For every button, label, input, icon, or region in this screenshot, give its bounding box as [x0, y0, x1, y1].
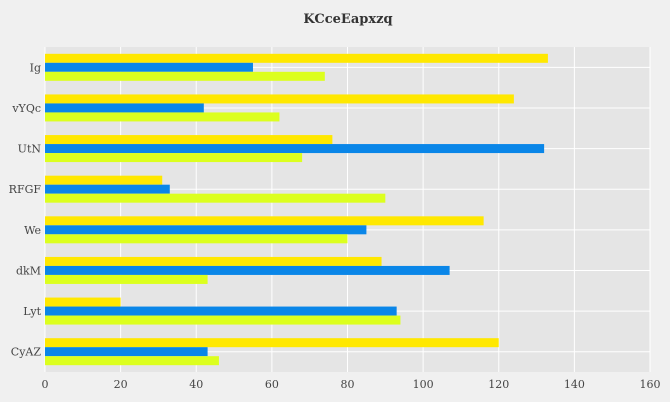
chart-title: KCceEapxzq [303, 12, 392, 27]
bar [45, 356, 219, 366]
x-tick-label: 100 [413, 378, 434, 391]
y-tick-label: CyAZ [11, 346, 42, 359]
bar [45, 103, 204, 113]
bar [45, 306, 397, 316]
bar [45, 184, 170, 194]
y-tick-label: UtN [18, 143, 42, 156]
y-tick-label: RFGF [9, 183, 42, 196]
y-tick-label: Lyt [23, 305, 41, 318]
bar [45, 234, 348, 244]
y-tick-label: dkM [16, 264, 41, 277]
x-tick-label: 120 [488, 378, 509, 391]
x-tick-label: 80 [341, 378, 355, 391]
bar [45, 297, 121, 307]
bar [45, 347, 208, 357]
bar [45, 175, 163, 185]
bar [45, 265, 450, 275]
bar [45, 315, 401, 325]
bar [45, 216, 484, 226]
y-tick-label: We [24, 224, 41, 237]
bar [45, 338, 499, 348]
bar [45, 144, 545, 154]
bar [45, 62, 253, 72]
y-axis-tick-labels: Ig vYQc UtN RFGF We dkM Lyt CyAZ [9, 61, 42, 358]
y-tick-label: vYQc [11, 102, 41, 115]
bar [45, 193, 386, 203]
bar [45, 153, 303, 163]
bar [45, 135, 333, 145]
x-tick-label: 20 [114, 378, 128, 391]
x-tick-label: 40 [189, 378, 203, 391]
y-tick-label: Ig [30, 61, 41, 74]
bars [45, 53, 548, 366]
x-tick-label: 0 [42, 378, 49, 391]
bar [45, 274, 208, 284]
bar [45, 256, 382, 266]
bar [45, 71, 325, 81]
bar [45, 112, 280, 122]
x-axis-tick-labels: 0 20 40 60 80 100 120 140 160 [42, 378, 661, 391]
bar [45, 225, 367, 235]
x-tick-label: 140 [564, 378, 585, 391]
x-tick-label: 160 [640, 378, 661, 391]
bar [45, 53, 548, 63]
bar [45, 94, 514, 104]
x-tick-label: 60 [265, 378, 279, 391]
